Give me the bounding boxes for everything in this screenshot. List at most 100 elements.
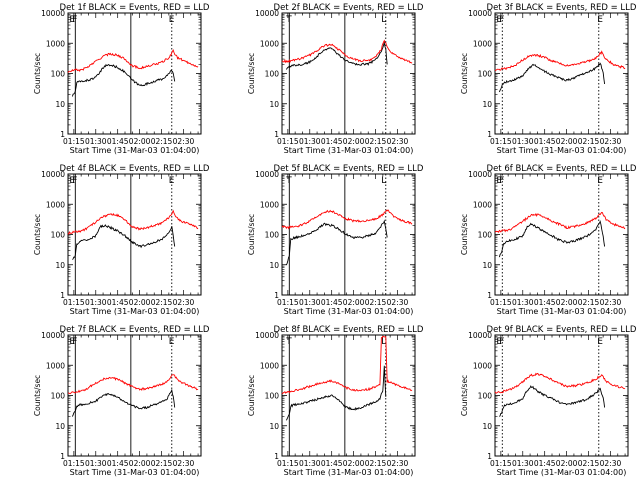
x-tick-label: 02:00: [129, 459, 151, 468]
series-lld: [67, 49, 199, 73]
y-tick-label: 10: [55, 422, 65, 431]
x-tick-label: 01:45: [321, 459, 343, 468]
panel-det-7: Det 7f BLACK = Events, RED = LLD 1 10 100 10…: [33, 325, 210, 477]
plot-frame: [494, 334, 629, 457]
series-lld: [494, 211, 626, 234]
x-tick-label: 01:45: [321, 298, 343, 307]
event-marker: E: [169, 15, 175, 25]
event-marker: E: [597, 15, 603, 25]
x-tick-label: 01:45: [107, 298, 129, 307]
plot-frame: [281, 173, 416, 296]
x-tick-label: 02:15: [578, 137, 600, 146]
y-tick-label: 10000: [255, 170, 279, 179]
y-axis-label: Counts/sec: [460, 375, 469, 416]
y-tick-label: 10000: [41, 170, 65, 179]
event-marker: E: [496, 15, 502, 25]
panel-title: Det 3f BLACK = Events, RED = LLD: [487, 3, 637, 13]
x-tick-label: 02:00: [343, 298, 365, 307]
event-marker: L: [381, 337, 386, 347]
x-tick-label: 02:15: [365, 298, 387, 307]
y-axis-label: Counts/sec: [33, 375, 42, 416]
x-tick-label: 01:30: [85, 137, 107, 146]
series-lld: [67, 209, 199, 235]
x-axis-label: Start Time (31-Mar-03 01:04:00): [70, 307, 200, 316]
panel-det-4: Det 4f BLACK = Events, RED = LLD 1 10 100 10…: [33, 164, 210, 316]
y-tick-label: 1000: [473, 361, 492, 370]
event-marker: E: [69, 176, 75, 186]
x-tick-label: 01:45: [534, 298, 556, 307]
panel-title: Det 4f BLACK = Events, RED = LLD: [60, 164, 210, 174]
panel-det-9: Det 9f BLACK = Events, RED = LLD 1 10 100 10…: [460, 325, 637, 477]
y-tick-label: 1: [60, 130, 65, 139]
y-axis-label: Counts/sec: [33, 214, 42, 255]
y-tick-label: 10000: [41, 331, 65, 340]
event-marker: L: [381, 15, 386, 25]
y-tick-label: 10: [55, 261, 65, 270]
y-tick-label: 10: [482, 422, 492, 431]
plot-frame: [494, 173, 629, 296]
x-tick-label: 02:30: [387, 459, 409, 468]
plot-frame: [494, 12, 629, 135]
x-tick-label: 01:15: [277, 137, 299, 146]
panel-det-1: Det 1f BLACK = Events, RED = LLD 1 10 100 10…: [33, 3, 210, 155]
x-tick-label: 01:15: [490, 298, 512, 307]
event-marker: F: [499, 337, 504, 347]
event-marker: E: [496, 337, 502, 347]
y-tick-label: 10000: [41, 9, 65, 18]
series-lld: [281, 335, 413, 394]
y-tick-label: 1000: [260, 200, 279, 209]
series-events: [285, 219, 388, 266]
panel-det-6: Det 6f BLACK = Events, RED = LLD 1 10 100 10…: [460, 164, 637, 316]
y-tick-label: 10: [482, 100, 492, 109]
event-marker: T: [285, 15, 292, 25]
event-marker: T: [285, 176, 292, 186]
x-axis-label: Start Time (31-Mar-03 01:04:00): [70, 468, 200, 477]
panel-title: Det 2f BLACK = Events, RED = LLD: [274, 3, 424, 13]
panel-det-5: Det 5f BLACK = Events, RED = LLD 1 10 100 10…: [247, 164, 424, 316]
plot-frame: [281, 12, 416, 135]
series-lld: [67, 374, 199, 395]
x-tick-label: 01:15: [277, 459, 299, 468]
x-tick-label: 01:30: [85, 298, 107, 307]
x-tick-label: 01:30: [299, 137, 321, 146]
event-marker: E: [169, 176, 175, 186]
y-tick-label: 100: [51, 392, 66, 401]
y-tick-label: 10000: [468, 170, 492, 179]
series-lld: [281, 39, 413, 64]
y-axis-label: Counts/sec: [247, 214, 256, 255]
y-tick-label: 10: [55, 100, 65, 109]
x-tick-label: 02:00: [556, 298, 578, 307]
x-axis-label: Start Time (31-Mar-03 01:04:00): [284, 307, 414, 316]
x-tick-label: 01:15: [490, 459, 512, 468]
series-events: [499, 385, 606, 417]
y-tick-label: 1000: [46, 200, 65, 209]
x-tick-label: 02:30: [600, 459, 622, 468]
x-tick-label: 02:30: [173, 137, 195, 146]
x-tick-label: 01:15: [63, 298, 85, 307]
x-tick-label: 02:30: [600, 298, 622, 307]
y-axis-label: Counts/sec: [460, 214, 469, 255]
y-tick-label: 1000: [473, 200, 492, 209]
x-tick-label: 01:15: [63, 459, 85, 468]
y-tick-label: 100: [478, 70, 493, 79]
event-marker: F: [72, 337, 77, 347]
y-tick-label: 10000: [255, 9, 279, 18]
x-tick-label: 01:45: [534, 137, 556, 146]
y-tick-label: 10000: [468, 331, 492, 340]
x-tick-label: 02:15: [365, 137, 387, 146]
y-tick-label: 1: [60, 291, 65, 300]
series-events: [71, 388, 176, 417]
y-tick-label: 1: [274, 291, 279, 300]
panel-title: Det 8f BLACK = Events, RED = LLD: [274, 325, 424, 335]
x-tick-label: 02:15: [151, 459, 173, 468]
x-axis-label: Start Time (31-Mar-03 01:04:00): [497, 146, 627, 155]
x-tick-label: 01:45: [534, 459, 556, 468]
y-tick-label: 1: [274, 130, 279, 139]
x-tick-label: 02:30: [173, 459, 195, 468]
event-marker: E: [169, 337, 175, 347]
x-tick-label: 02:15: [578, 298, 600, 307]
x-tick-label: 02:00: [129, 137, 151, 146]
plot-frame: [281, 334, 416, 457]
x-tick-label: 02:00: [129, 298, 151, 307]
